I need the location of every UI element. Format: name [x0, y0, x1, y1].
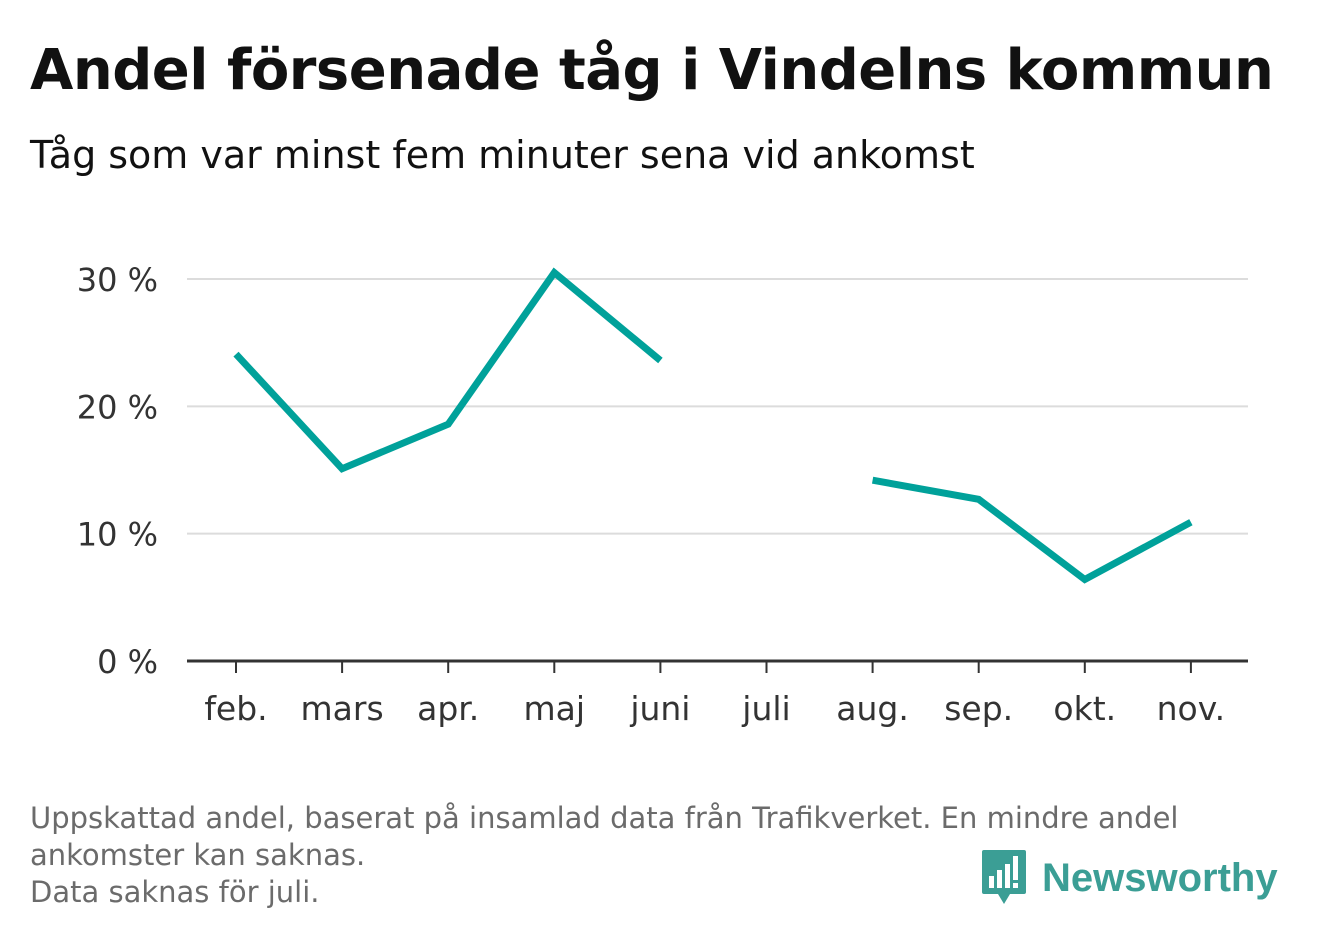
y-tick-label: 20 % — [77, 388, 158, 426]
series-line-segment — [871, 476, 1193, 584]
newsworthy-logo: Newsworthy — [980, 848, 1278, 908]
series-lines — [233, 267, 1193, 584]
x-tick-label: okt. — [1053, 689, 1116, 728]
footer-note-line-1: Uppskattad andel, baserat på insamlad da… — [30, 801, 1179, 835]
x-tick-label: juni — [629, 689, 690, 728]
x-tick-label: sep. — [944, 689, 1013, 728]
y-tick-label: 10 % — [77, 516, 158, 554]
x-tick-label: maj — [524, 689, 586, 728]
y-tick-label: 30 % — [77, 261, 158, 299]
x-tick-label: nov. — [1157, 689, 1226, 728]
chart-title: Andel försenade tåg i Vindelns kommun — [30, 38, 1274, 103]
x-tick-label: aug. — [836, 689, 909, 728]
chart-subtitle: Tåg som var minst fem minuter sena vid a… — [30, 133, 975, 177]
x-axis: feb. mars apr. maj juni juli aug. sep. okt. nov. — [187, 659, 1248, 728]
grid-lines — [187, 278, 1248, 535]
footer-note: Uppskattad andel, baserat på insamlad da… — [30, 800, 1280, 911]
footer-note-line-3: Data saknas för juli. — [30, 875, 320, 909]
x-tick-label: mars — [301, 689, 384, 728]
x-tick-label: apr. — [417, 689, 479, 728]
y-tick-label: 0 % — [97, 643, 158, 681]
series-line-segment — [233, 267, 663, 473]
x-tick-label: feb. — [204, 689, 267, 728]
bar-chart-speech-bubble-icon — [982, 850, 1026, 904]
footer-note-line-2: ankomster kan saknas. — [30, 838, 366, 872]
y-axis-tick-labels: 0 % 10 % 20 % 30 % — [77, 261, 158, 681]
x-tick-label: juli — [741, 689, 790, 728]
brand-name: Newsworthy — [1042, 855, 1278, 900]
